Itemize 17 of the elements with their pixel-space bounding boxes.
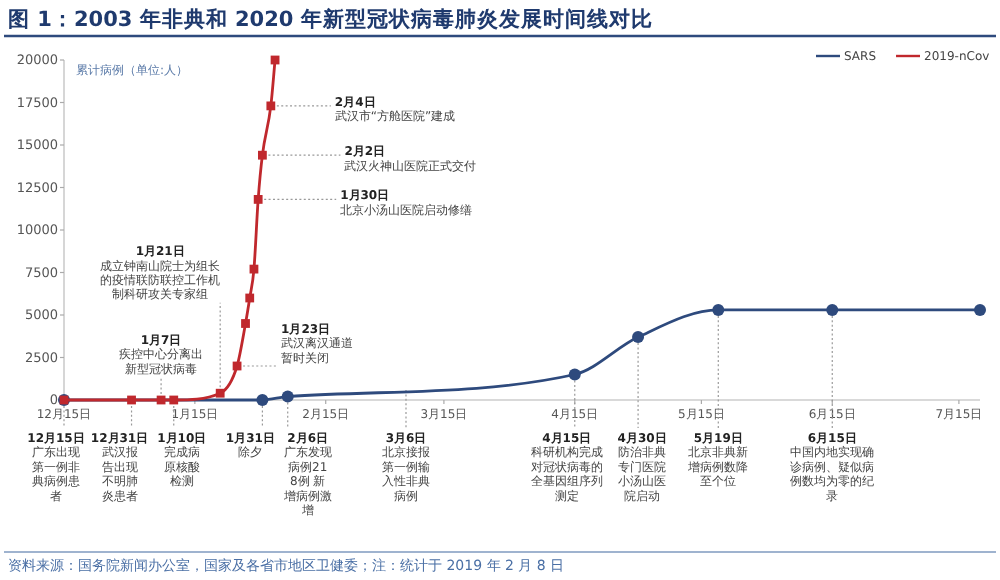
point — [245, 293, 255, 303]
point — [127, 395, 136, 405]
point — [826, 303, 839, 316]
point — [241, 319, 250, 328]
point — [256, 394, 269, 406]
point — [169, 395, 179, 405]
point — [253, 195, 263, 204]
chart-title: 图 1：2003 年非典和 2020 年新型冠状病毒肺炎发展时间线对比 — [8, 6, 653, 32]
point — [974, 303, 986, 316]
point — [249, 264, 259, 274]
point — [568, 368, 581, 381]
point — [632, 331, 645, 344]
point — [258, 150, 267, 160]
point — [266, 101, 276, 111]
point — [215, 388, 225, 398]
point — [281, 390, 294, 403]
point — [712, 303, 725, 316]
